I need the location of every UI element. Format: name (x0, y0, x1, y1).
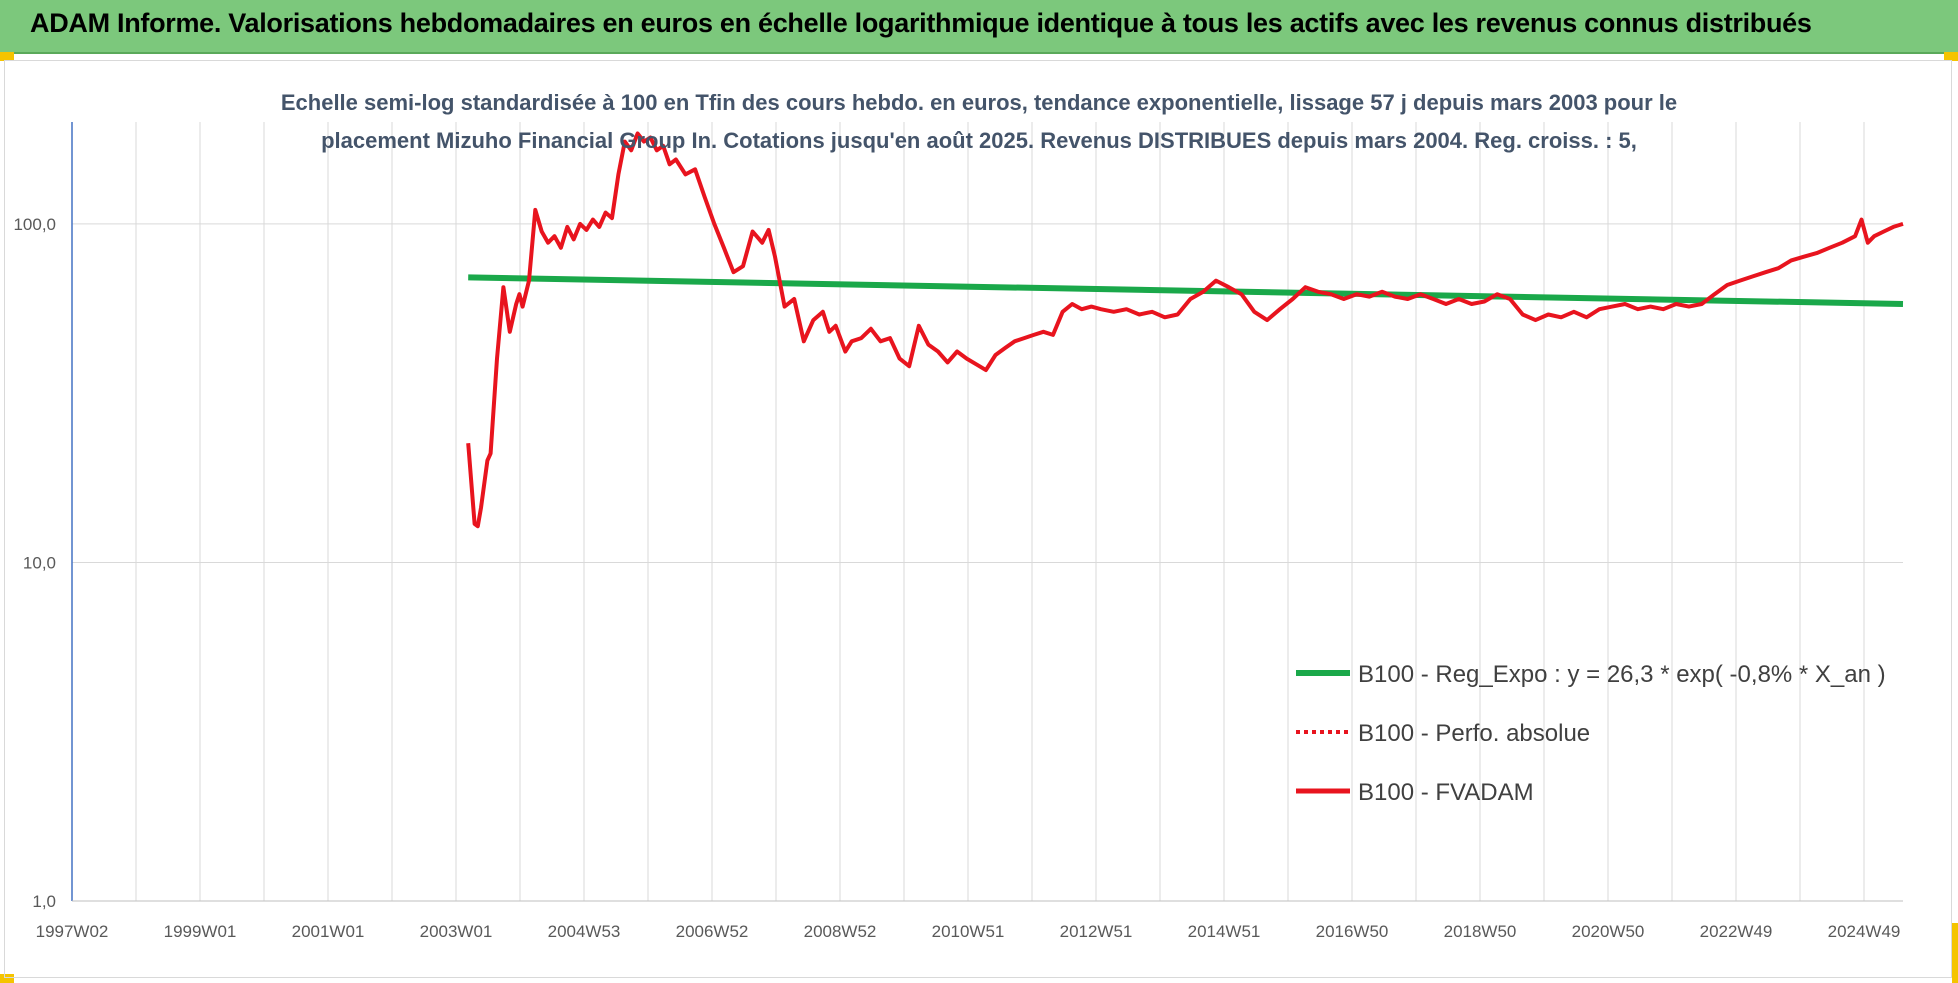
x-tick-label: 2001W01 (292, 922, 365, 941)
x-tick-label: 2016W50 (1316, 922, 1389, 941)
x-tick-label: 2010W51 (932, 922, 1005, 941)
corner-marker-bottom-right (1952, 923, 1958, 983)
corner-marker-top-left (0, 52, 14, 61)
chart-frame (4, 60, 1952, 978)
axes: 1997W02 1999W01 2001W01 2003W01 2004W53 2006W… (13, 122, 1903, 941)
x-tick-label: 2008W52 (804, 922, 877, 941)
legend-fvadam-label: B100 - FVADAM (1358, 779, 1534, 806)
x-tick-label: 1997W02 (36, 922, 109, 941)
x-tick-label: 2006W52 (676, 922, 749, 941)
report-title: ADAM Informe. Valorisations hebdomadaire… (30, 8, 1812, 38)
y-tick-label: 1,0 (32, 892, 56, 911)
legend: B100 - Reg_Expo : y = 26,3 * exp( -0,8% … (1296, 661, 1886, 806)
x-tick-label: 2004W53 (548, 922, 621, 941)
y-tick-label: 10,0 (23, 553, 56, 572)
corner-marker-bottom-left (0, 974, 14, 983)
y-tick-label: 100,0 (13, 215, 56, 234)
chart-subtitle-line2: placement Mizuho Financial Group In. Cot… (321, 128, 1637, 153)
title-banner: ADAM Informe. Valorisations hebdomadaire… (0, 0, 1958, 54)
fvadam-line (466, 131, 1904, 529)
chart-subtitle-line1: Echelle semi-log standardisée à 100 en T… (281, 90, 1677, 115)
corner-marker-top-right (1944, 52, 1958, 61)
x-tick-label: 2024W49 (1828, 922, 1901, 941)
x-tick-label: 2003W01 (420, 922, 493, 941)
legend-reg-expo-label: B100 - Reg_Expo : y = 26,3 * exp( -0,8% … (1358, 661, 1886, 688)
x-tick-label: 1999W01 (164, 922, 237, 941)
x-tick-label: 2020W50 (1572, 922, 1645, 941)
x-tick-label: 2012W51 (1060, 922, 1133, 941)
series-layer (466, 131, 1904, 529)
reg-expo-line (468, 274, 1904, 307)
legend-perfo-absolue-label: B100 - Perfo. absolue (1358, 720, 1590, 747)
x-tick-label: 2014W51 (1188, 922, 1261, 941)
x-tick-label: 2018W50 (1444, 922, 1517, 941)
x-tick-label: 2022W49 (1700, 922, 1773, 941)
grid (71, 122, 1903, 902)
